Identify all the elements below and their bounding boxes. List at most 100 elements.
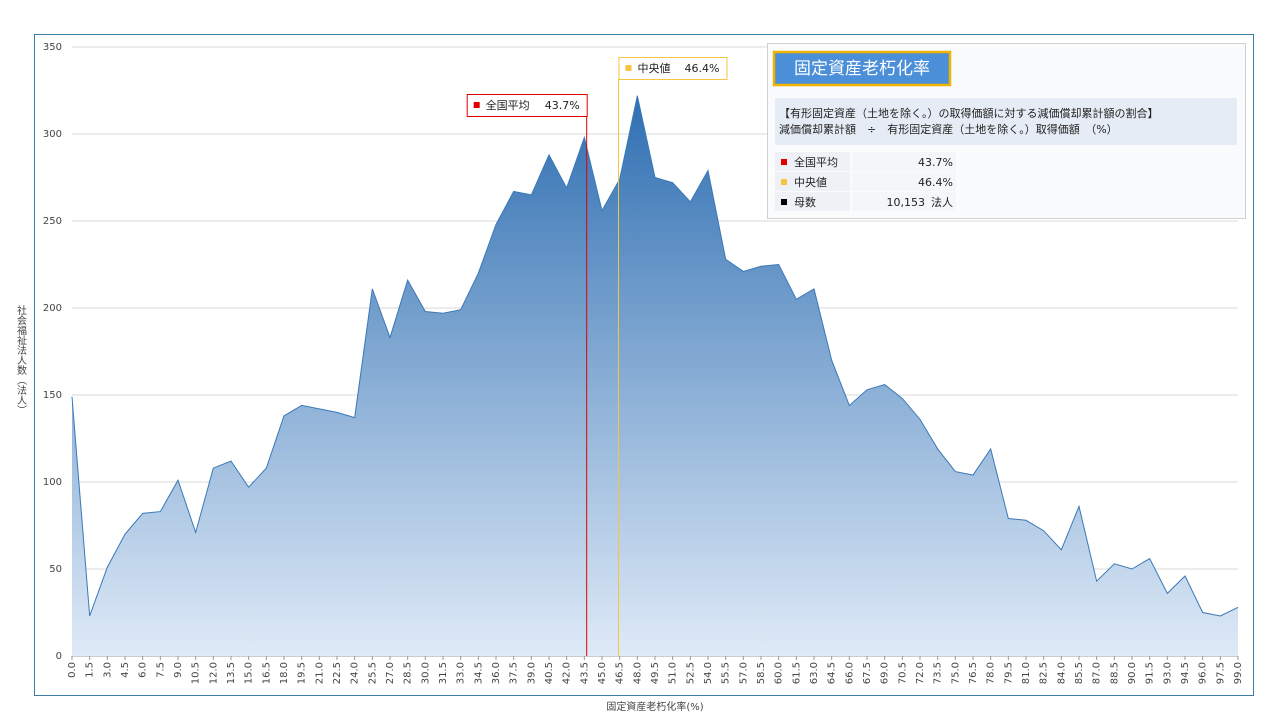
info-description-bg — [775, 98, 1237, 145]
info-row-unit: 法人 — [931, 195, 953, 209]
x-tick-label: 6.0 — [138, 662, 149, 678]
info-row-name: 中央値 — [794, 176, 827, 189]
x-tick-label: 57.0 — [738, 662, 749, 684]
x-tick-label: 81.0 — [1021, 662, 1032, 684]
y-tick-label: 100 — [43, 477, 62, 488]
x-tick-label: 85.5 — [1074, 662, 1085, 684]
x-tick-label: 90.0 — [1127, 662, 1138, 684]
x-tick-label: 9.0 — [173, 662, 184, 678]
reference-line-group: 中央値 46.4% — [617, 57, 728, 656]
y-tick-label: 300 — [43, 129, 62, 140]
info-row-swatch — [781, 199, 787, 205]
x-tick-label: 36.0 — [491, 662, 502, 684]
x-tick-label: 55.5 — [721, 662, 732, 684]
x-tick-label: 84.0 — [1056, 662, 1067, 684]
info-row-value: 46.4% — [918, 176, 953, 189]
info-row-value-bg — [852, 172, 956, 191]
info-description: 【有形固定資産（土地を除く。）の取得価額に対する減価償却累計額の割合】 — [779, 106, 1159, 120]
x-tick-label: 70.5 — [897, 662, 908, 684]
x-tick-label: 73.5 — [933, 662, 944, 684]
x-tick-label: 54.0 — [703, 662, 714, 684]
x-tick-label: 51.0 — [668, 662, 679, 684]
reference-label-box — [466, 94, 588, 117]
x-tick-label: 15.0 — [244, 662, 255, 684]
x-tick-label: 22.5 — [332, 662, 343, 684]
x-tick-label: 87.0 — [1092, 662, 1103, 684]
area-line — [71, 95, 1239, 617]
info-row-name-bg — [775, 152, 850, 171]
x-tick-label: 72.0 — [915, 662, 926, 684]
x-tick-label: 19.5 — [297, 662, 308, 684]
x-tick-label: 49.5 — [650, 662, 661, 684]
x-tick-label: 91.5 — [1145, 662, 1156, 684]
x-tick-label: 97.5 — [1215, 662, 1226, 684]
x-tick-label: 27.0 — [385, 662, 396, 684]
x-tick-label: 13.5 — [226, 662, 237, 684]
x-tick-label: 33.0 — [456, 662, 467, 684]
x-tick-label: 39.0 — [526, 662, 537, 684]
info-title-box — [772, 50, 952, 87]
x-tick-label: 40.5 — [544, 662, 555, 684]
x-tick-label: 4.5 — [120, 662, 131, 678]
info-row-value: 10,153 — [887, 196, 926, 209]
x-tick-label: 48.0 — [632, 662, 643, 684]
x-tick-label: 1.5 — [85, 662, 96, 678]
info-row-swatch — [781, 179, 787, 185]
x-tick-label: 94.5 — [1180, 662, 1191, 684]
x-tick-label: 34.5 — [473, 662, 484, 684]
info-row-name-bg — [775, 192, 850, 211]
info-row-value-bg — [852, 152, 956, 171]
x-tick-label: 88.5 — [1109, 662, 1120, 684]
reference-swatch — [625, 65, 632, 71]
x-tick-label: 10.5 — [191, 662, 202, 684]
reference-name: 中央値 — [637, 62, 670, 75]
x-tick-label: 64.5 — [827, 662, 838, 684]
y-tick-label: 200 — [43, 303, 62, 314]
x-tick-label: 45.0 — [597, 662, 608, 684]
x-tick-label: 31.5 — [438, 662, 449, 684]
reference-label-box — [618, 57, 728, 80]
info-row-swatch — [781, 159, 787, 165]
y-tick-label: 250 — [43, 216, 62, 227]
info-panel: 固定資産老朽化率【有形固定資産（土地を除く。）の取得価額に対する減価償却累計額の… — [767, 43, 1246, 219]
x-tick-label: 99.0 — [1233, 662, 1244, 684]
info-title: 固定資産老朽化率 — [794, 59, 930, 79]
x-tick-label: 21.0 — [314, 662, 325, 684]
x-tick-label: 0.0 — [67, 662, 78, 678]
x-axis-label: 固定資産老朽化率(%) — [606, 700, 703, 713]
info-row-value-bg — [852, 192, 956, 211]
x-tick-label: 37.5 — [509, 662, 520, 684]
reference-name: 全国平均 — [486, 98, 530, 112]
info-description: 減価償却累計額 ÷ 有形固定資産（土地を除く。）取得価額 （%） — [779, 122, 1118, 136]
reference-value: 43.7% — [545, 99, 580, 112]
x-tick-label: 46.5 — [615, 662, 626, 684]
x-tick-label: 3.0 — [102, 662, 113, 678]
x-tick-label: 69.0 — [880, 662, 891, 684]
x-tick-label: 60.0 — [774, 662, 785, 684]
info-row-name: 全国平均 — [794, 155, 838, 169]
x-tick-label: 24.0 — [350, 662, 361, 684]
x-tick-label: 16.5 — [261, 662, 272, 684]
x-tick-label: 82.5 — [1039, 662, 1050, 684]
info-row-name-bg — [775, 172, 850, 191]
x-tick-label: 76.5 — [968, 662, 979, 684]
x-tick-label: 28.5 — [403, 662, 414, 684]
x-tick-label: 25.5 — [367, 662, 378, 684]
x-tick-label: 79.5 — [1003, 662, 1014, 684]
x-tick-label: 96.0 — [1198, 662, 1209, 684]
x-tick-label: 30.0 — [420, 662, 431, 684]
y-tick-label: 50 — [49, 564, 62, 575]
x-tick-label: 12.0 — [208, 662, 219, 684]
reference-line-group: 全国平均 43.7% — [466, 94, 588, 656]
x-tick-label: 42.0 — [562, 662, 573, 684]
x-tick-label: 58.5 — [756, 662, 767, 684]
x-tick-label: 67.5 — [862, 662, 873, 684]
reference-swatch — [473, 102, 480, 108]
info-row-value: 43.7% — [918, 156, 953, 169]
y-tick-label: 150 — [43, 390, 62, 401]
x-tick-label: 18.0 — [279, 662, 290, 684]
x-tick-label: 93.0 — [1162, 662, 1173, 684]
x-tick-label: 66.0 — [844, 662, 855, 684]
x-tick-label: 61.5 — [791, 662, 802, 684]
